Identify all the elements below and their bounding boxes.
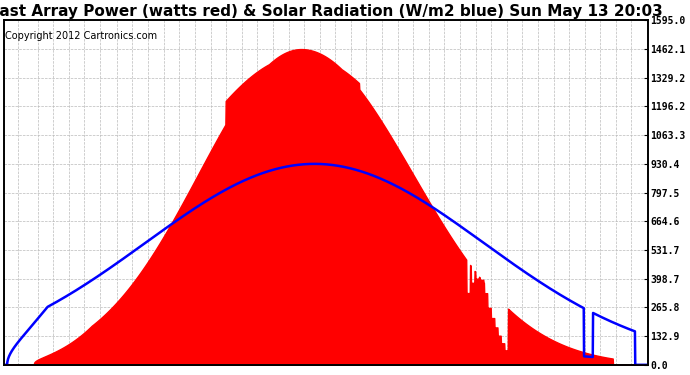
Text: Copyright 2012 Cartronics.com: Copyright 2012 Cartronics.com bbox=[6, 31, 157, 40]
Title: East Array Power (watts red) & Solar Radiation (W/m2 blue) Sun May 13 20:03: East Array Power (watts red) & Solar Rad… bbox=[0, 4, 663, 19]
